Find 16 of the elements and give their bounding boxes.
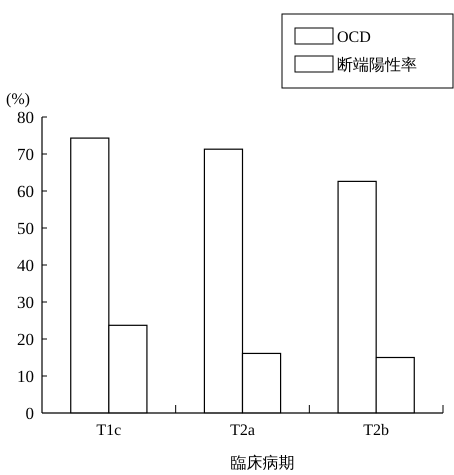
x-tick-label: T2b bbox=[363, 422, 390, 439]
y-tick-label: 50 bbox=[17, 219, 34, 238]
y-tick-label: 60 bbox=[17, 182, 34, 201]
x-tick-label: T2a bbox=[230, 422, 255, 439]
legend-label: OCD bbox=[337, 29, 371, 46]
y-tick-label: 30 bbox=[17, 293, 34, 312]
legend-label: 断端陽性率 bbox=[337, 56, 417, 74]
y-tick-label: 40 bbox=[17, 256, 34, 275]
x-axis-title: 臨床病期 bbox=[230, 454, 294, 472]
y-tick-label: 10 bbox=[17, 367, 34, 386]
y-tick-label: 20 bbox=[17, 330, 34, 349]
y-tick-label: 70 bbox=[17, 145, 34, 164]
y-tick-label: 80 bbox=[17, 108, 34, 127]
y-tick-label: 0 bbox=[26, 404, 34, 423]
x-tick-label: T1c bbox=[96, 422, 122, 439]
y-axis-title: (%) bbox=[6, 91, 30, 108]
